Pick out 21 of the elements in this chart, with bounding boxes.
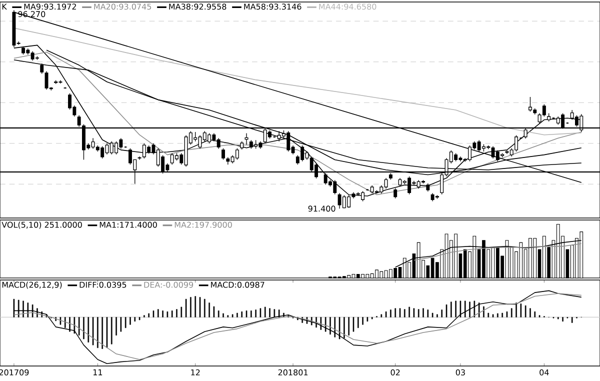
- legend-label: DEA:-0.0099: [144, 282, 194, 288]
- legend-label: DIFF:0.0395: [80, 282, 126, 288]
- x-tick-label: 201801: [278, 369, 308, 376]
- legend-label: MA20:93.0745: [94, 4, 152, 10]
- annotation: 91.400: [308, 206, 336, 212]
- x-tick-label: 12: [191, 369, 200, 376]
- chart-title: MACD(26,12,9): [2, 282, 62, 289]
- legend-label: MA38:92.9558: [169, 4, 226, 10]
- legend-label: MA2:197.9000: [174, 222, 232, 228]
- x-tick-label: 11: [93, 369, 102, 376]
- chart-title: K: [2, 4, 8, 10]
- legend-label: MA58:93.3146: [244, 4, 302, 10]
- legend-label: MACD:0.0987: [211, 282, 264, 288]
- x-tick-label: 02: [390, 369, 400, 376]
- x-tick-label: 04: [540, 369, 549, 376]
- chart-title: VOL(5,10) 251.0000: [2, 222, 82, 229]
- legend-label: MA44:94.6580: [319, 4, 376, 10]
- annotation: 96.270: [18, 11, 46, 18]
- legend-label: MA1:171.4000: [100, 222, 157, 228]
- x-tick-label: 03: [456, 369, 465, 376]
- legend-label: MA9:93.1972: [24, 4, 76, 10]
